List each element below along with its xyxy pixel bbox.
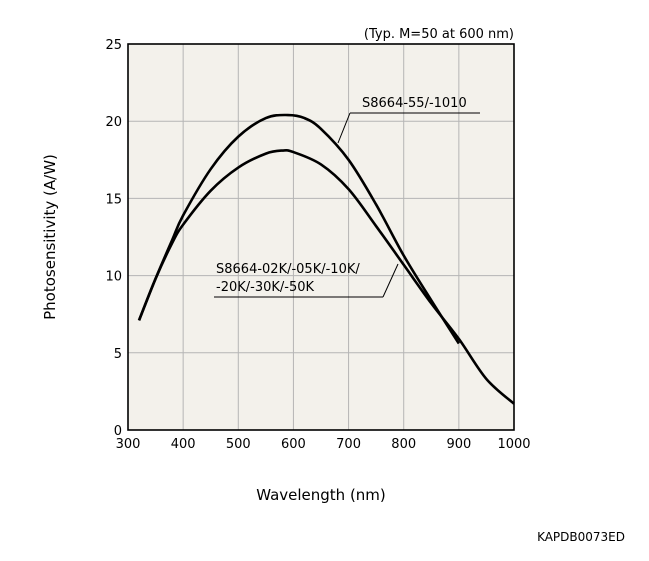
leader-pointer-s8664-55 <box>337 112 351 144</box>
y-tick-label: 25 <box>105 38 122 53</box>
x-tick-label: 500 <box>226 437 251 452</box>
annotation-label-s8664-02k-line1: S8664-02K/-05K/-10K/ <box>216 262 360 277</box>
x-tick-label: 900 <box>446 437 471 452</box>
series-layer <box>137 113 515 405</box>
x-tick-label: 400 <box>171 437 196 452</box>
series-line-s8664-55 <box>137 113 460 345</box>
y-tick-labels: 0 5 10 15 20 25 <box>105 38 122 439</box>
x-tick-labels: 300 400 500 600 700 800 900 1000 <box>116 437 531 452</box>
annotation-label-s8664-55: S8664-55/-1010 <box>362 96 467 111</box>
plot-area <box>128 44 514 430</box>
series-line-s8664-02k <box>137 149 515 405</box>
annotation-s8664-02k: S8664-02K/-05K/-10K/ -20K/-30K/-50K <box>214 262 399 298</box>
x-tick-label: 600 <box>281 437 306 452</box>
y-tick-label: 5 <box>114 347 122 362</box>
x-tick-label: 300 <box>116 437 141 452</box>
leader-pointer-s8664-02k <box>382 263 399 298</box>
y-axis-title: Photosensitivity (A/W) <box>41 154 59 320</box>
annotation-label-s8664-02k-line2: -20K/-30K/-50K <box>216 280 315 295</box>
figure-code: KAPDB0073ED <box>537 530 625 544</box>
x-tick-label: 1000 <box>497 437 530 452</box>
y-tick-label: 10 <box>105 270 122 285</box>
plot-frame <box>127 43 515 431</box>
y-tick-label: 20 <box>105 115 122 130</box>
y-tick-label: 15 <box>105 192 122 207</box>
x-tick-label: 700 <box>336 437 361 452</box>
x-tick-label: 800 <box>391 437 416 452</box>
chart-note: (Typ. M=50 at 600 nm) <box>364 27 514 42</box>
y-tick-label: 0 <box>114 424 122 439</box>
annotation-s8664-55: S8664-55/-1010 <box>337 96 480 144</box>
x-axis-title: Wavelength (nm) <box>256 486 386 504</box>
